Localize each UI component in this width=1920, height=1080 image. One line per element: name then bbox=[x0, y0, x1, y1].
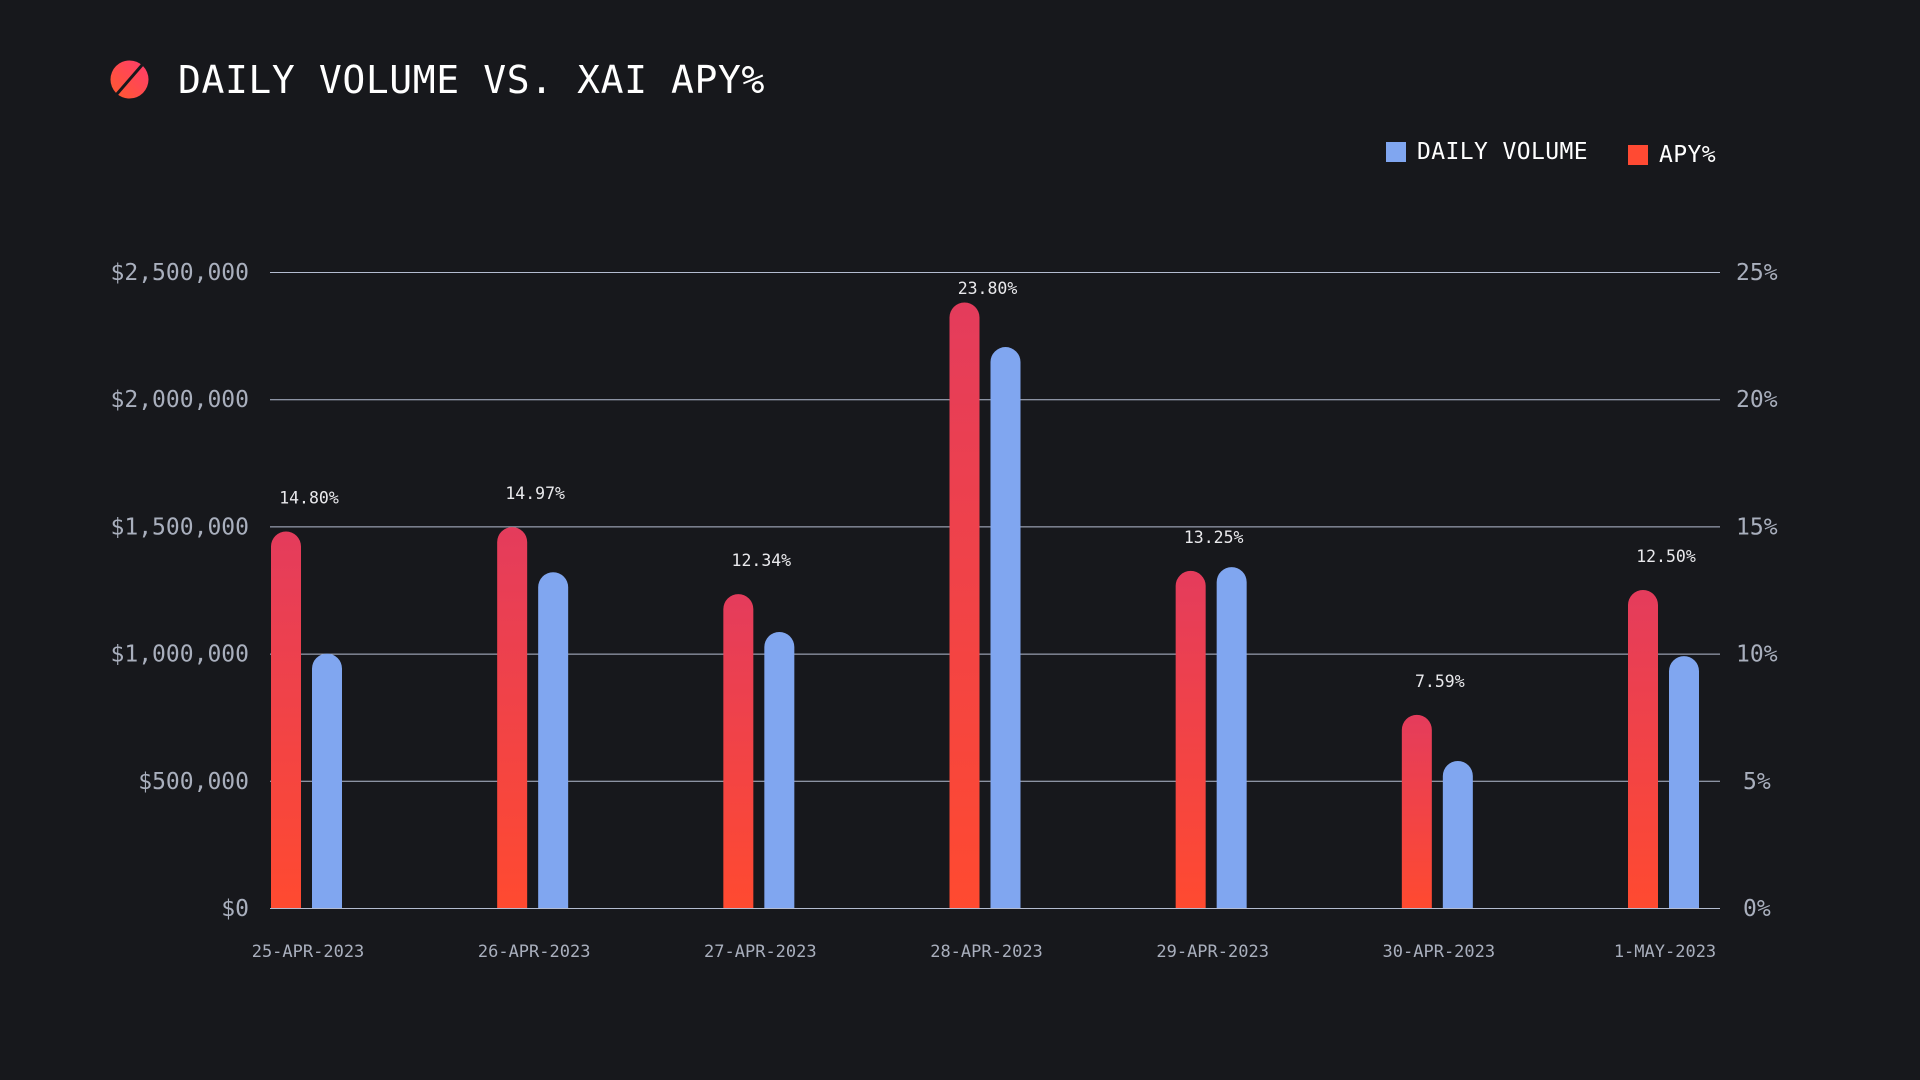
legend-label-apy: APY% bbox=[1658, 142, 1716, 168]
chart-title: DAILY VOLUME VS. XAI APY% bbox=[178, 58, 765, 102]
x-tick-label: 25-APR-2023 bbox=[252, 942, 365, 962]
legend-item-daily-volume[interactable]: DAILY VOLUME bbox=[1386, 139, 1588, 165]
apy-value-label: 12.34% bbox=[732, 551, 792, 570]
x-tick-label: 27-APR-2023 bbox=[704, 942, 817, 962]
x-axis: 25-APR-2023 26-APR-2023 27-APR-2023 28-APR-… bbox=[252, 942, 1716, 962]
y-left-tick-label: $1,000,000 bbox=[111, 642, 249, 668]
volume-bar bbox=[764, 631, 795, 908]
y-left-tick-label: $2,000,000 bbox=[111, 387, 249, 413]
y-left-tick-label: $500,000 bbox=[138, 769, 249, 795]
x-tick-label: 26-APR-2023 bbox=[478, 942, 591, 962]
volume-bar bbox=[312, 653, 342, 908]
apy-bar bbox=[723, 594, 754, 908]
x-tick-label: 30-APR-2023 bbox=[1383, 942, 1496, 962]
apy-value-label: 13.25% bbox=[1184, 528, 1244, 547]
legend-item-apy[interactable]: APY% bbox=[1627, 136, 1716, 168]
legend: DAILY VOLUME APY% bbox=[1386, 136, 1716, 168]
apy-value-label: 14.80% bbox=[279, 488, 339, 507]
y-right-tick-label: 20% bbox=[1736, 387, 1778, 413]
y-right-tick-label: 15% bbox=[1736, 514, 1778, 540]
value-labels: 14.80% 14.97% 12.34% 23.80% 13.25% 7.59% 12.50… bbox=[279, 279, 1696, 691]
y-left-tick-label: $0 bbox=[221, 896, 249, 922]
apy-bar bbox=[1401, 714, 1432, 908]
volume-bar bbox=[538, 572, 569, 908]
apy-value-label: 7.59% bbox=[1415, 672, 1465, 691]
y-right-tick-label: 0% bbox=[1743, 896, 1771, 922]
logo-icon bbox=[110, 60, 149, 99]
bars bbox=[271, 302, 1699, 908]
legend-label-daily-volume: DAILY VOLUME bbox=[1417, 139, 1588, 165]
y-axis-right: 0% 5% 10% 15% 20% 25% bbox=[1736, 260, 1778, 922]
volume-bar bbox=[1669, 656, 1699, 908]
apy-bar bbox=[271, 531, 301, 908]
y-axis-left: $0 $500,000 $1,000,000 $1,500,000 $2,000,000… bbox=[111, 260, 249, 922]
legend-swatch-apy bbox=[1627, 145, 1648, 165]
y-left-tick-label: $1,500,000 bbox=[111, 514, 249, 540]
apy-value-label: 12.50% bbox=[1636, 547, 1696, 566]
x-tick-label: 1-MAY-2023 bbox=[1614, 942, 1716, 962]
y-left-tick-label: $2,500,000 bbox=[111, 260, 249, 286]
volume-bar bbox=[990, 347, 1021, 908]
y-right-tick-label: 25% bbox=[1736, 260, 1778, 286]
apy-value-label: 23.80% bbox=[958, 279, 1018, 298]
y-right-tick-label: 10% bbox=[1736, 642, 1778, 668]
x-tick-label: 28-APR-2023 bbox=[930, 942, 1043, 962]
apy-bar bbox=[949, 302, 980, 908]
apy-bar bbox=[1628, 590, 1658, 908]
apy-bar bbox=[497, 527, 528, 908]
x-tick-label: 29-APR-2023 bbox=[1156, 942, 1269, 962]
volume-bar bbox=[1442, 760, 1473, 908]
apy-value-label: 14.97% bbox=[505, 484, 565, 503]
y-right-tick-label: 5% bbox=[1743, 769, 1771, 795]
apy-bar bbox=[1175, 570, 1206, 908]
legend-swatch-daily-volume bbox=[1386, 142, 1406, 162]
volume-bar bbox=[1216, 567, 1247, 908]
